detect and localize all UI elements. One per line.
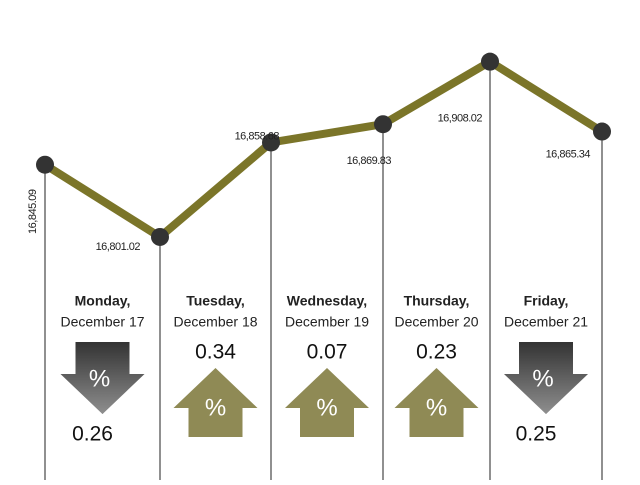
point — [481, 52, 499, 71]
arrow: % — [60, 342, 145, 414]
change-value: 0.26 — [72, 423, 113, 446]
point — [374, 115, 392, 134]
point-label: 16,801.02 — [96, 241, 141, 253]
day-name: Wednesday, — [287, 293, 367, 309]
arrow: % — [394, 368, 479, 437]
arrow-shade — [504, 342, 588, 414]
day-date: December 20 — [394, 314, 478, 330]
point — [593, 122, 611, 141]
day-name: Friday, — [524, 293, 569, 309]
change-value: 0.34 — [195, 341, 236, 364]
point — [262, 133, 280, 152]
point — [151, 227, 169, 246]
change-value: 0.07 — [307, 341, 348, 364]
arrow-shade — [60, 342, 145, 414]
arrow-symbol: % — [426, 394, 447, 421]
point-label: 16,908.02 — [438, 113, 483, 125]
day-name: Thursday, — [404, 293, 470, 309]
arrow-symbol: % — [532, 365, 553, 392]
arrow: % — [504, 342, 588, 414]
day-date: December 21 — [504, 314, 588, 330]
arrow: % — [173, 368, 258, 437]
change-value: 0.25 — [516, 423, 557, 446]
arrow-symbol: % — [316, 394, 337, 421]
day-name: Tuesday, — [186, 293, 245, 309]
point — [36, 155, 54, 174]
index-line — [42, 57, 605, 241]
day-name: Monday, — [75, 293, 131, 309]
day-date: December 19 — [285, 314, 369, 330]
arrow-symbol: % — [205, 394, 226, 421]
arrow-shape — [394, 368, 479, 437]
arrow-shape — [285, 368, 369, 437]
point-label: 16,845.09 — [27, 189, 39, 234]
point-label: 16,865.34 — [546, 148, 591, 160]
change-value: 0.23 — [416, 341, 457, 364]
day-date: December 17 — [60, 314, 144, 330]
arrow-symbol: % — [89, 365, 110, 392]
day-date: December 18 — [173, 314, 257, 330]
arrow: % — [285, 368, 369, 437]
point-label: 16,869.83 — [347, 155, 392, 167]
arrow-shape — [173, 368, 258, 437]
point-label: 16,858.68 — [235, 130, 280, 142]
